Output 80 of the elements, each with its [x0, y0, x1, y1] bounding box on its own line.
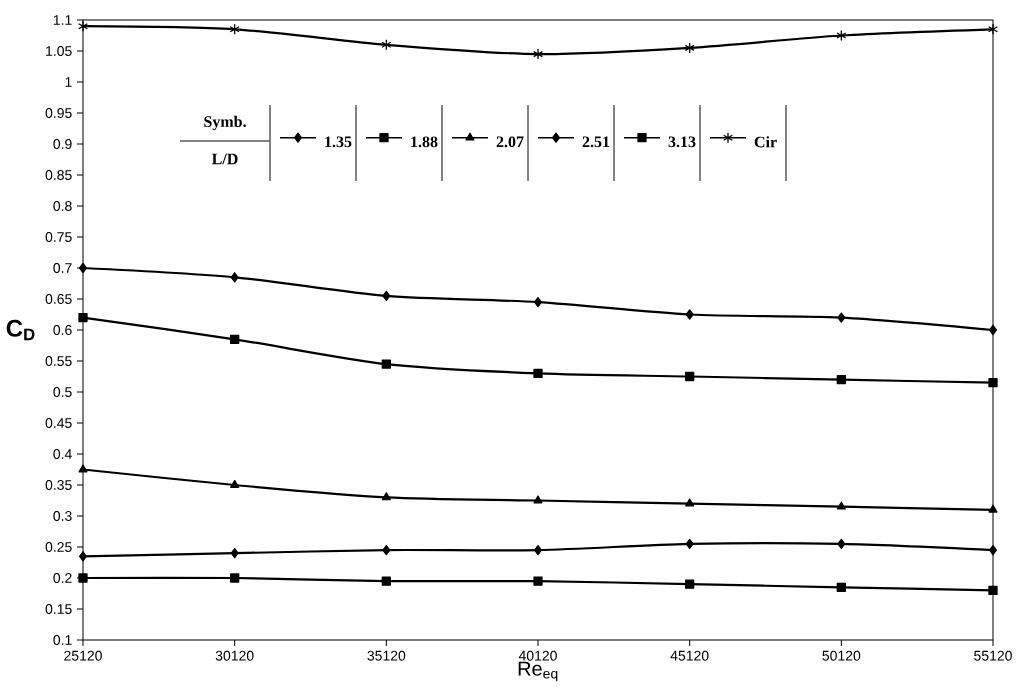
- y-tick-label: 0.8: [53, 201, 72, 211]
- y-tick-label: 1.05: [46, 46, 72, 56]
- point: [78, 20, 88, 32]
- y-tick-label: 0.75: [45, 232, 72, 242]
- y-tick-label: 1: [65, 77, 72, 87]
- point: [230, 272, 239, 283]
- point: [685, 309, 694, 320]
- point: [382, 290, 391, 302]
- point: [988, 585, 998, 596]
- point: [836, 29, 847, 42]
- y-tick-label: 0.25: [45, 542, 72, 552]
- point: [988, 324, 998, 336]
- x-tick-label: 35120: [367, 650, 406, 661]
- x-tick-label: 50120: [822, 650, 861, 661]
- y-tick-label: 0.7: [53, 263, 72, 273]
- point: [533, 576, 543, 586]
- x-tick-label: 55120: [974, 650, 1012, 661]
- point: [78, 262, 88, 274]
- point: [533, 48, 543, 60]
- legend-title: L/D: [211, 153, 238, 165]
- y-tick-label: 0.45: [45, 418, 72, 428]
- legend-label: Cir: [754, 136, 777, 148]
- y-tick-label: 0.1: [53, 635, 72, 645]
- point: [533, 544, 543, 556]
- point: [988, 544, 998, 556]
- point: [837, 538, 846, 550]
- point: [78, 464, 88, 473]
- point: [381, 576, 391, 586]
- point: [836, 501, 846, 510]
- point: [685, 371, 695, 382]
- point: [533, 495, 543, 504]
- point: [78, 312, 88, 323]
- point: [988, 23, 998, 35]
- point: [382, 544, 391, 556]
- y-tick-label: 0.5: [53, 387, 72, 397]
- point: [229, 23, 240, 35]
- y-tick-label: 0.9: [53, 139, 72, 149]
- y-tick-label: 0.15: [45, 604, 72, 614]
- point: [78, 551, 88, 562]
- point: [836, 582, 846, 592]
- point: [230, 479, 240, 488]
- legend-label: 1.88: [411, 136, 438, 148]
- y-tick-label: 0.6: [53, 325, 72, 335]
- x-tick-label: 30120: [215, 650, 254, 661]
- point: [837, 312, 846, 323]
- x-tick-label: 45120: [670, 650, 709, 661]
- legend-label: 1.35: [325, 136, 352, 148]
- point: [684, 42, 695, 54]
- point: [230, 548, 239, 559]
- x-tick-label: 40120: [518, 650, 557, 661]
- y-tick-label: 0.55: [45, 356, 72, 366]
- point: [685, 498, 695, 507]
- y-tick-label: 0.4: [53, 449, 72, 459]
- point: [988, 378, 998, 388]
- y-tick-label: 1.1: [53, 15, 72, 25]
- point: [685, 538, 694, 550]
- annotation: Symb.: [204, 115, 246, 131]
- point: [988, 504, 998, 513]
- y-tick-label: 0.95: [45, 108, 72, 118]
- point: [230, 334, 240, 344]
- point: [381, 359, 391, 369]
- point: [533, 296, 543, 308]
- x-axis-title: Re$_{eq}$: [518, 661, 558, 682]
- point: [381, 492, 391, 501]
- x-tick-label: 25120: [64, 650, 102, 661]
- y-tick-label: 0.85: [45, 170, 72, 180]
- point: [685, 579, 695, 589]
- y-tick-label: 0.35: [45, 480, 72, 490]
- legend-label: 3.13: [668, 136, 696, 148]
- point: [836, 374, 846, 385]
- y-tick-label: 0.2: [53, 573, 72, 583]
- point: [381, 39, 392, 51]
- legend-label: 2.07: [496, 136, 524, 148]
- y-axis-title: C$_{D}$: [6, 319, 35, 341]
- y-tick-label: 0.3: [53, 511, 72, 521]
- point: [78, 573, 88, 583]
- point: [533, 368, 543, 379]
- legend-label: 2.51: [582, 136, 610, 148]
- y-tick-label: 0.65: [45, 294, 72, 304]
- point: [230, 573, 240, 583]
